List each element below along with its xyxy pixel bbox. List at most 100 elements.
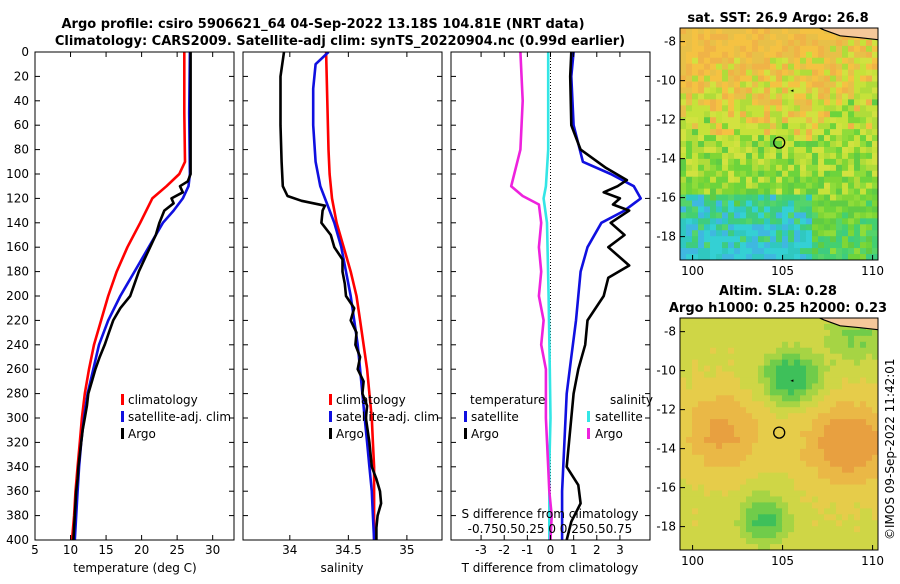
sla-map-cell (824, 502, 831, 509)
sst-map-cell (698, 99, 705, 106)
sla-map-cell (704, 318, 711, 325)
sst-map-cell (860, 141, 867, 148)
sla-map-cell (722, 347, 729, 355)
sla-map-cell (752, 520, 759, 527)
sla-map-cell (704, 448, 711, 456)
sst-map-cell (830, 242, 837, 249)
sla-map-cell (836, 431, 843, 438)
sst-map-cell (728, 51, 735, 59)
sst-map-cell (698, 218, 705, 225)
sst-map-cell (746, 218, 753, 225)
sst-map-cell (692, 57, 699, 65)
sla-map-cell (818, 341, 825, 349)
sst-map-cell (680, 212, 687, 219)
legend-t-argo: Argo (471, 427, 499, 441)
sst-map-cell (842, 200, 849, 208)
sla-map-cell (764, 460, 771, 468)
sst-map-cell (848, 93, 855, 100)
sla-map-cell (812, 442, 819, 450)
legend-s-satellite: satellite (595, 410, 643, 424)
sst-map-cell (872, 224, 878, 231)
sla-map-cell (800, 353, 807, 361)
sst-map-cell (782, 248, 789, 255)
sst-map-cell (854, 212, 861, 219)
sst-map-cell (842, 170, 849, 178)
sla-map-cell (764, 478, 771, 486)
sst-map-cell (842, 69, 849, 77)
sla-map-cell (788, 401, 795, 408)
sst-map-cell (824, 135, 831, 142)
sst-map-cell (776, 123, 783, 130)
sst-map-cell (824, 188, 831, 196)
sla-map-cell (740, 419, 747, 426)
sla-map-cell (872, 520, 878, 527)
sla-map-cell (704, 502, 711, 509)
sst-map-cell (806, 105, 813, 112)
sst-map-cell (728, 206, 735, 214)
sst-map-cell (746, 75, 753, 83)
salinity-series-climatology (324, 52, 376, 540)
sst-map-cell (854, 81, 861, 89)
sst-map-cell (866, 117, 873, 124)
sla-map-cell (734, 484, 741, 492)
sla-map-cell (872, 407, 878, 414)
sst-map-cell (704, 254, 711, 260)
sla-map-cell (860, 514, 867, 521)
sla-map-cell (734, 436, 741, 444)
sla-map-cell (848, 436, 855, 444)
sst-map-cell (746, 146, 753, 154)
sst-map-cell (686, 87, 693, 95)
sst-map-cell (764, 123, 771, 130)
sst-map-cell (794, 69, 801, 77)
sst-map-cell (722, 93, 729, 100)
sst-map-cell (716, 176, 723, 184)
sst-map-cell (698, 206, 705, 214)
sla-map-cell (734, 532, 741, 539)
sst-map-cell (854, 141, 861, 148)
sst-map-cell (752, 57, 759, 65)
sst-map-cell (866, 135, 873, 142)
sst-map-cell (794, 170, 801, 178)
sla-map-cell (860, 413, 867, 420)
sla-map-cell (848, 514, 855, 521)
sla-map-cell (716, 532, 723, 539)
sla-map-cell (782, 442, 789, 450)
sla-map-cell (710, 442, 717, 450)
sla-map-cell (788, 365, 795, 373)
sla-map-cell (764, 341, 771, 349)
sla-map-cell (800, 436, 807, 444)
sst-map-cell (848, 236, 855, 243)
sst-map-cell (734, 152, 741, 160)
sst-map-cell (698, 254, 705, 260)
sla-map-cell (782, 318, 789, 325)
sla-map-cell (734, 341, 741, 349)
sla-map-cell (764, 466, 771, 474)
sst-map-cell (770, 230, 777, 237)
sst-map-cell (710, 146, 717, 154)
sla-map-cell (734, 395, 741, 402)
sla-map-cell (764, 335, 771, 343)
sla-map-cell (686, 407, 693, 414)
sla-map-cell (686, 395, 693, 402)
sst-map-cell (806, 248, 813, 255)
sst-map-cell (812, 105, 819, 112)
sst-map-cell (686, 93, 693, 100)
sla-map-cell (728, 442, 735, 450)
sst-map-cell (692, 51, 699, 59)
sst-map-cell (686, 111, 693, 118)
sst-map-cell (818, 146, 825, 154)
sla-map-cell (716, 413, 723, 420)
sla-map-cell (740, 466, 747, 474)
sst-map-cell (704, 69, 711, 77)
sst-map-cell (734, 99, 741, 106)
sla-map-cell (716, 526, 723, 533)
sla-map-cell (752, 538, 759, 545)
sst-map-cell (710, 164, 717, 172)
sla-map-cell (746, 371, 753, 379)
sla-map-cell (800, 377, 807, 385)
sst-map-cell (860, 63, 867, 71)
sst-map-cell (836, 57, 843, 65)
sst-map-cell (710, 141, 717, 148)
sst-map-cell (704, 236, 711, 243)
sla-map-cell (806, 466, 813, 474)
